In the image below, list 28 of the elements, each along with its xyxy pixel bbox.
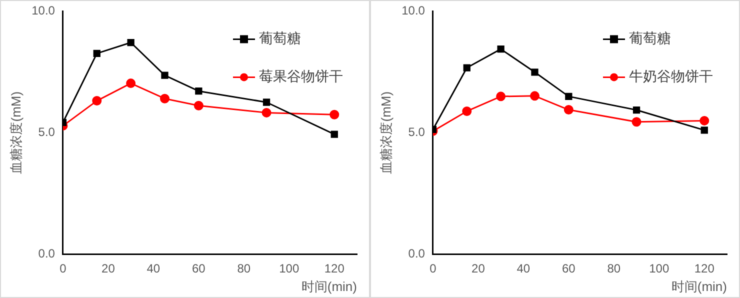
legend-label: 葡萄糖 xyxy=(259,30,301,47)
legend-label: 莓果谷物饼干 xyxy=(259,68,343,85)
x-tick-label: 60 xyxy=(562,262,576,276)
legend-label: 牛奶谷物饼干 xyxy=(629,68,713,85)
x-tick-label: 20 xyxy=(102,262,116,276)
y-axis-title: 血糖浓度(mM) xyxy=(8,91,24,174)
x-tick-label: 0 xyxy=(60,262,67,276)
x-axis-title: 时间(min) xyxy=(671,278,727,294)
y-tick-label: 0.0 xyxy=(38,246,56,260)
y-axis-title: 血糖浓度(mM) xyxy=(378,91,394,174)
x-tick-label: 100 xyxy=(279,262,300,276)
y-tick-label: 10.0 xyxy=(402,4,426,18)
y-tick-label: 0.0 xyxy=(408,246,426,260)
y-tick-label: 5.0 xyxy=(408,124,426,139)
x-tick-label: 80 xyxy=(607,262,621,276)
x-tick-label: 40 xyxy=(146,262,160,276)
x-tick-label: 80 xyxy=(237,262,251,276)
y-tick-label: 10.0 xyxy=(32,4,56,18)
x-tick-label: 40 xyxy=(516,262,530,276)
x-tick-label: 0 xyxy=(430,262,437,276)
legend-label: 葡萄糖 xyxy=(629,30,671,47)
x-tick-label: 60 xyxy=(192,262,206,276)
x-tick-label: 120 xyxy=(694,262,715,276)
x-axis-title: 时间(min) xyxy=(301,278,357,294)
y-tick-label: 5.0 xyxy=(38,124,56,139)
x-tick-label: 120 xyxy=(324,262,345,276)
x-tick-label: 100 xyxy=(649,262,670,276)
x-tick-label: 20 xyxy=(472,262,486,276)
